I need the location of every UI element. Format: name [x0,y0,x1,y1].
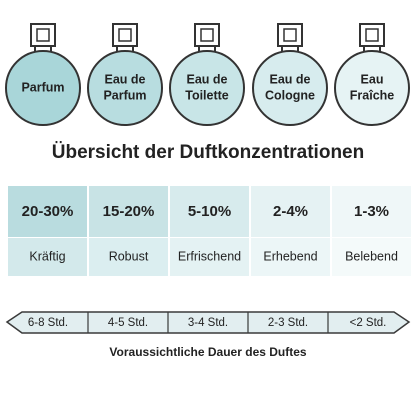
character-cell [170,238,249,276]
duration: 6-8 Std. [28,317,68,329]
bottle-label: Parfum [103,88,146,102]
character: Erhebend [263,249,317,263]
concentration: 1-3% [354,203,389,220]
character: Robust [109,249,149,263]
concentration: 2-4% [273,203,308,220]
bottle-body [252,50,328,126]
concentration-cell [89,186,168,237]
character-cell [332,238,411,276]
bottle-label: Parfum [21,80,64,94]
caption: Voraussichtliche Dauer des Duftes [109,345,307,359]
character: Kräftig [29,249,65,263]
character: Belebend [345,249,398,263]
duration: 3-4 Std. [188,317,228,329]
bottle-body [87,50,163,126]
character: Erfrischend [178,249,241,263]
bottle-label: Cologne [265,88,315,102]
concentration-cell [8,186,87,237]
bottle-cap-inner [200,28,214,42]
concentration: 15-20% [103,203,155,220]
title: Übersicht der Duftkonzentrationen [52,142,364,163]
duration-arrow [5,311,411,334]
character-cell [89,238,168,276]
bottle-body [5,50,81,126]
concentration: 20-30% [22,203,74,220]
bottle-label: Eau de [105,72,146,86]
bottle-label: Fraîche [350,88,395,102]
bottle-label: Eau de [187,72,228,86]
character-cell [8,238,87,276]
bottle-body [334,50,410,126]
bottle-label: Eau de [270,72,311,86]
bottle-cap-inner [283,28,297,42]
bottle-label: Toilette [185,88,229,102]
character-cell [251,238,330,276]
bottle-body [169,50,245,126]
duration: <2 Std. [350,317,387,329]
bottle-cap-inner [36,28,50,42]
bottle-cap-inner [365,28,379,42]
bottle-cap-inner [118,28,132,42]
concentration: 5-10% [188,203,231,220]
bottle-label: Eau [361,72,384,86]
concentration-cell [332,186,411,237]
duration: 2-3 Std. [268,317,308,329]
duration: 4-5 Std. [108,317,148,329]
concentration-cell [251,186,330,237]
concentration-cell [170,186,249,237]
